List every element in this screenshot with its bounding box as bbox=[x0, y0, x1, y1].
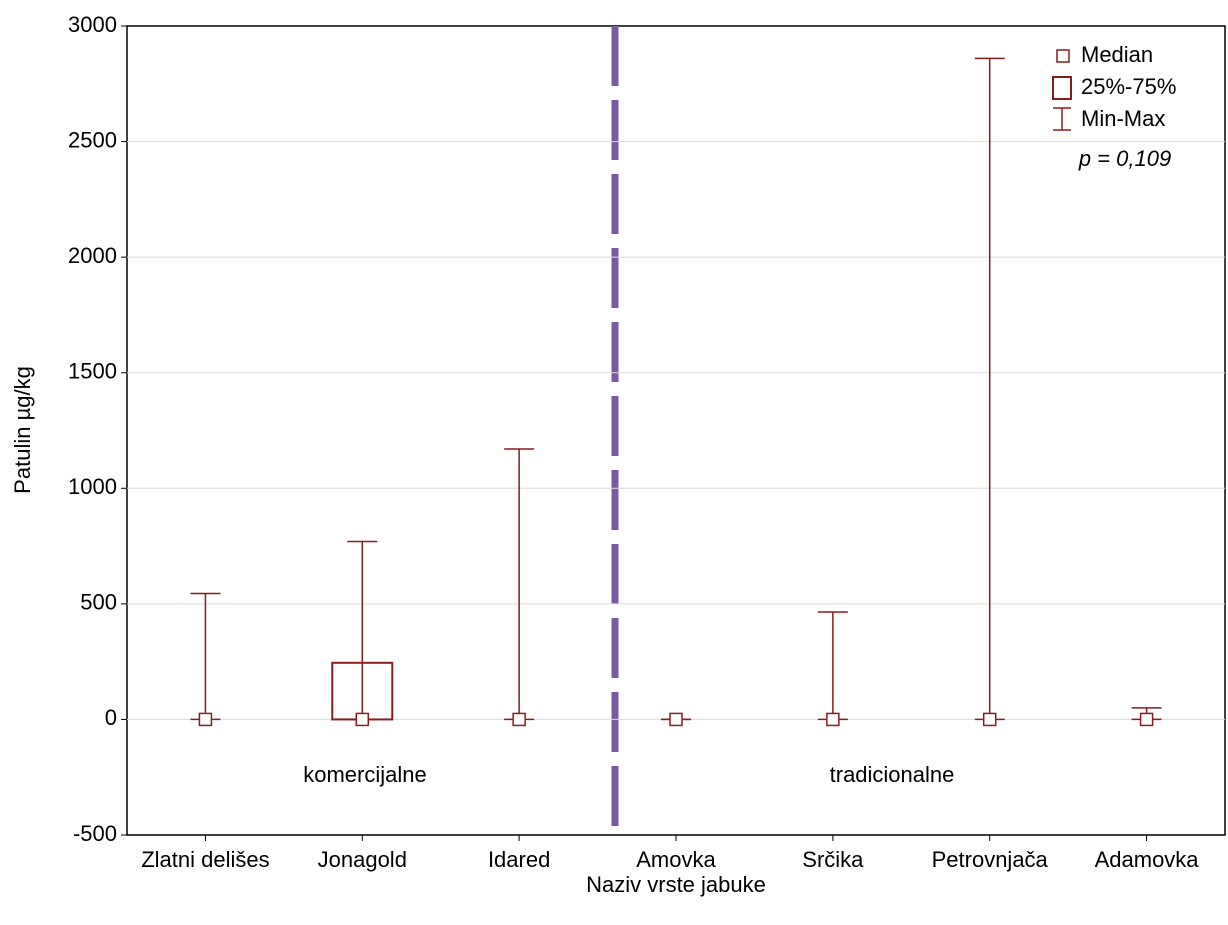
median-marker bbox=[512, 712, 526, 727]
x-tick-label: Zlatni delišes bbox=[141, 847, 269, 872]
y-tick-label: -500 bbox=[73, 821, 117, 846]
median-marker bbox=[198, 712, 213, 727]
median-marker bbox=[669, 712, 683, 727]
y-tick-label: 0 bbox=[105, 705, 117, 730]
x-tick-label: Adamovka bbox=[1095, 847, 1200, 872]
group-label: tradicionalne bbox=[830, 762, 955, 787]
median-marker bbox=[826, 712, 840, 727]
y-tick-label: 2000 bbox=[68, 243, 117, 268]
legend-marker bbox=[1056, 49, 1070, 63]
y-tick-label: 3000 bbox=[68, 12, 117, 37]
median-marker bbox=[1139, 712, 1154, 727]
y-tick-label: 500 bbox=[80, 590, 117, 615]
x-tick-label: Jonagold bbox=[318, 847, 407, 872]
median-marker bbox=[982, 712, 997, 727]
legend-label: Median bbox=[1081, 42, 1153, 67]
y-axis-label: Patulin µg/kg bbox=[10, 366, 35, 494]
median-marker bbox=[355, 712, 370, 727]
x-tick-label: Amovka bbox=[636, 847, 716, 872]
legend-label: Min-Max bbox=[1081, 106, 1165, 131]
x-tick-label: Petrovnjača bbox=[932, 847, 1049, 872]
group-label: komercijalne bbox=[303, 762, 427, 787]
p-value: p = 0,109 bbox=[1078, 146, 1171, 171]
x-tick-label: Idared bbox=[488, 847, 550, 872]
y-tick-label: 1000 bbox=[68, 474, 117, 499]
legend-label: 25%-75% bbox=[1081, 74, 1176, 99]
x-tick-label: Srčika bbox=[802, 847, 864, 872]
legend-marker bbox=[1052, 76, 1072, 100]
y-tick-label: 1500 bbox=[68, 359, 117, 384]
y-tick-label: 2500 bbox=[68, 127, 117, 152]
x-axis-label: Naziv vrste jabuke bbox=[586, 872, 766, 897]
